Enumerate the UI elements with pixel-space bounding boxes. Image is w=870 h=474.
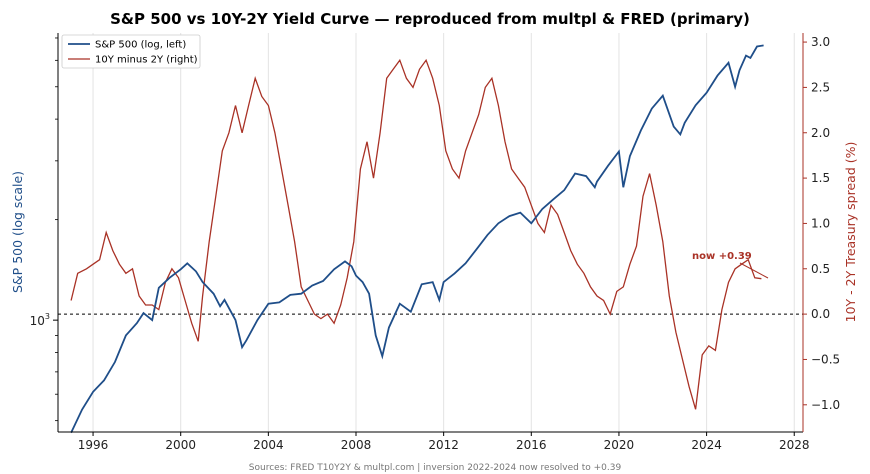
source-note: Sources: FRED T10Y2Y & multpl.com | inve… [249, 463, 622, 473]
y-right-tick-label: 0.0 [811, 307, 830, 321]
legend-label-spread: 10Y minus 2Y (right) [95, 55, 198, 66]
annotation-label: now +0.39 [692, 251, 752, 262]
x-tick-label: 2028 [779, 438, 810, 452]
chart-title: S&P 500 vs 10Y-2Y Yield Curve — reproduc… [110, 10, 750, 28]
x-tick-label: 2020 [604, 438, 635, 452]
y-left-tick-label: 103 [30, 312, 50, 328]
x-tick-label: 2000 [165, 438, 196, 452]
y-right-tick-label: 0.5 [811, 262, 830, 276]
x-tick-label: 2024 [691, 438, 722, 452]
vertical-grid [92, 33, 795, 432]
x-axis-ticks: 1996 2000 2004 2008 2012 2016 2020 2024 2028 [78, 432, 810, 452]
y-right-tick-label: 1.0 [811, 216, 830, 230]
y-right-tick-label: −0.5 [811, 352, 840, 366]
annotation-arrow [739, 262, 769, 279]
x-tick-label: 2004 [253, 438, 284, 452]
legend: S&P 500 (log, left) 10Y minus 2Y (right) [61, 34, 201, 69]
y-left-axis-label: S&P 500 (log scale) [10, 171, 25, 293]
x-tick-label: 2008 [341, 438, 372, 452]
y-right-axis-ticks: 3.0 2.5 2.0 1.5 1.0 0.5 0.0 −0.5 −1.0 [803, 35, 840, 412]
legend-box [61, 34, 201, 69]
y-right-axis-label: 10Y - 2Y Treasury spread (%) [843, 142, 858, 323]
x-tick-label: 2012 [428, 438, 459, 452]
y-left-axis-ticks: 103 [30, 37, 58, 422]
y-right-tick-label: 2.5 [811, 80, 830, 94]
axes [57, 33, 804, 433]
y-right-tick-label: 1.5 [811, 171, 830, 185]
series-10y-minus-2y-line [70, 58, 762, 410]
y-right-tick-label: 2.0 [811, 126, 830, 140]
x-tick-label: 2016 [516, 438, 547, 452]
x-tick-label: 1996 [78, 438, 109, 452]
y-right-tick-label: −1.0 [811, 398, 840, 412]
legend-label-sp500: S&P 500 (log, left) [95, 40, 186, 51]
current-value-annotation: now +0.39 [692, 251, 769, 279]
y-right-tick-label: 3.0 [811, 35, 830, 49]
series-sp500-line [70, 44, 764, 434]
